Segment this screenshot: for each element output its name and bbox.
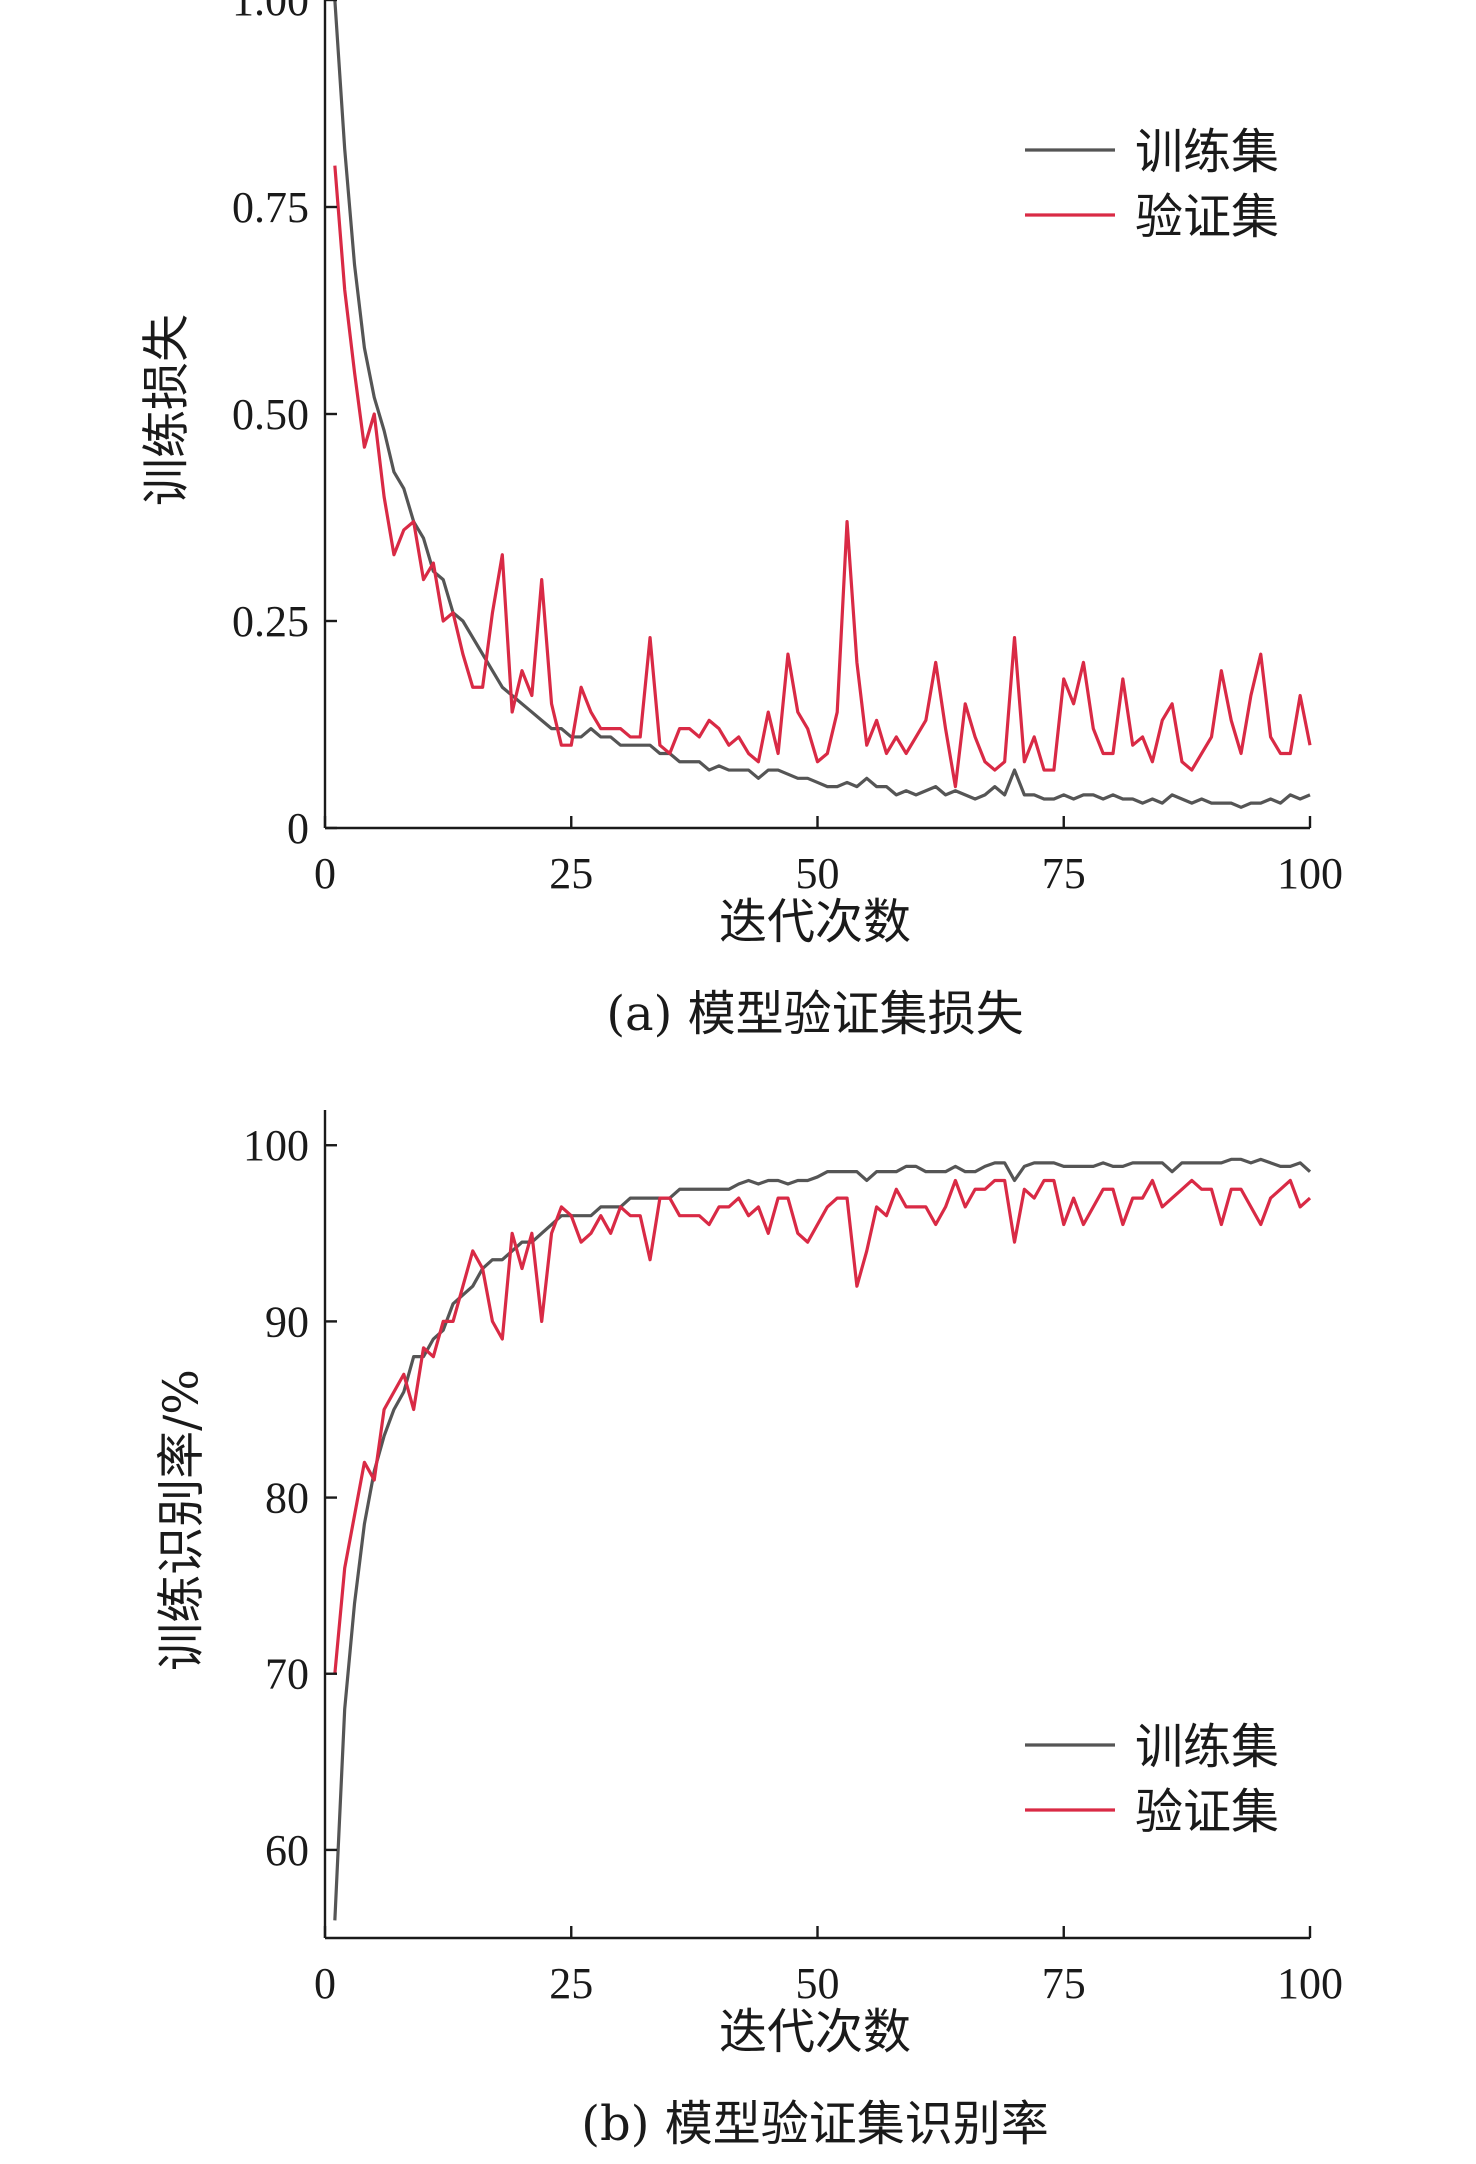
loss-y-ticks: 0 0.25 0.50 0.75 1.00 xyxy=(232,0,337,853)
caption-b: (b) 模型验证集识别率 xyxy=(581,2096,1048,2152)
loss-train-line xyxy=(333,0,1311,809)
x-tick-label: 0 xyxy=(314,1959,336,2008)
accuracy-y-ticks: 60 70 80 90 100 xyxy=(243,1121,337,1875)
loss-validation-line xyxy=(333,165,1312,789)
loss-x-axis-title: 迭代次数 xyxy=(719,894,911,950)
x-tick-label: 0 xyxy=(314,849,336,898)
legend-label-val: 验证集 xyxy=(1135,189,1279,245)
legend-label-train: 训练集 xyxy=(1135,124,1279,180)
loss-plot-area xyxy=(333,0,1312,809)
loss-legend: 训练集 验证集 xyxy=(1025,124,1279,245)
x-tick-label: 25 xyxy=(549,849,593,898)
panel-loss-chart: 0 0.25 0.50 0.75 1.00 0 25 50 75 100 训练损失 迭代次数 训… xyxy=(139,0,1343,1042)
accuracy-train-line xyxy=(333,1157,1312,1921)
accuracy-plot-area xyxy=(333,1157,1312,1921)
x-tick-label: 25 xyxy=(549,1959,593,2008)
x-tick-label: 75 xyxy=(1042,1959,1086,2008)
y-tick-label: 0.75 xyxy=(232,183,309,232)
loss-y-axis-title: 训练损失 xyxy=(139,314,195,506)
panel-accuracy-chart: 60 70 80 90 100 0 25 50 75 100 训练识别率/% 迭代次数 训练集 … xyxy=(154,1110,1343,2152)
y-tick-label: 0.50 xyxy=(232,390,309,439)
accuracy-legend: 训练集 验证集 xyxy=(1025,1719,1279,1840)
accuracy-x-axis-title: 迭代次数 xyxy=(719,2004,911,2060)
legend-label-val: 验证集 xyxy=(1135,1784,1279,1840)
y-tick-label: 60 xyxy=(265,1826,309,1875)
legend-label-train: 训练集 xyxy=(1135,1719,1279,1775)
loss-x-ticks: 0 25 50 75 100 xyxy=(314,816,1343,898)
y-tick-label: 100 xyxy=(243,1121,309,1170)
y-tick-label: 90 xyxy=(265,1297,309,1346)
y-tick-label: 0 xyxy=(287,804,309,853)
accuracy-x-ticks: 0 25 50 75 100 xyxy=(314,1926,1343,2008)
y-tick-label: 80 xyxy=(265,1474,309,1523)
x-tick-label: 50 xyxy=(796,849,840,898)
y-tick-label: 1.00 xyxy=(232,0,309,25)
accuracy-validation-line xyxy=(333,1178,1312,1674)
x-tick-label: 100 xyxy=(1277,849,1343,898)
x-tick-label: 50 xyxy=(796,1959,840,2008)
y-tick-label: 70 xyxy=(265,1650,309,1699)
x-tick-label: 75 xyxy=(1042,849,1086,898)
accuracy-y-axis-title: 训练识别率/% xyxy=(154,1369,210,1671)
caption-a: (a) 模型验证集损失 xyxy=(606,986,1023,1042)
x-tick-label: 100 xyxy=(1277,1959,1343,2008)
y-tick-label: 0.25 xyxy=(232,597,309,646)
